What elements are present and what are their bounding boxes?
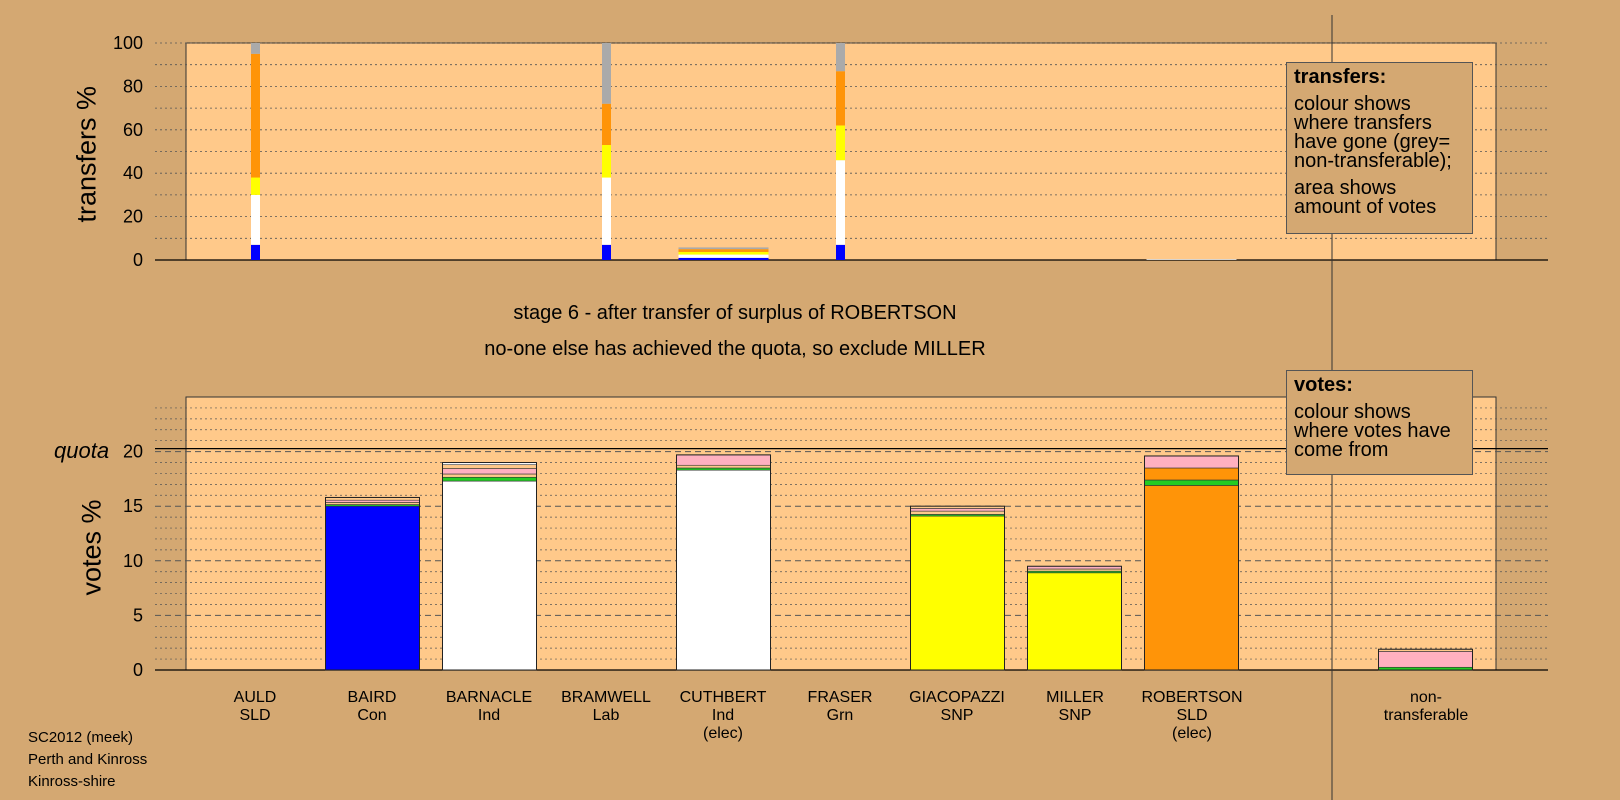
votes-tick-label: 15 — [123, 496, 143, 516]
stage-action: no-one else has achieved the quota, so e… — [484, 338, 986, 360]
votes-tick-label: 20 — [123, 442, 143, 462]
transfer-segment — [251, 43, 260, 54]
candidate-label-robertson: ROBERTSON SLD (elec) — [1141, 689, 1243, 742]
transfer-segment — [678, 254, 769, 258]
transfer-segment — [602, 244, 611, 260]
transfers-tick-label: 0 — [133, 250, 143, 270]
votes-tick-label: 10 — [123, 551, 143, 571]
vote-segment — [1144, 467, 1239, 481]
transfer-segment — [602, 177, 611, 245]
vote-segment — [910, 515, 1005, 671]
vote-bar-outline — [910, 505, 1005, 671]
vote-bar-outline — [442, 462, 537, 671]
vote-segment — [1144, 485, 1239, 671]
votes-axis-title: votes % — [76, 499, 107, 596]
candidate-label-baird: BAIRD Con — [347, 689, 397, 724]
votes-legend-title: votes: — [1294, 374, 1353, 396]
vote-segment — [910, 508, 1005, 512]
candidate-label-bramwell: BRAMWELL Lab — [561, 689, 651, 724]
transfer-segment — [836, 125, 845, 161]
vote-bar-outline — [1378, 648, 1473, 671]
transfers-tick-label: 20 — [123, 207, 143, 227]
vote-segment — [676, 464, 771, 469]
transfer-segment — [836, 160, 845, 245]
votes-panel: 0 5 10 15 20 — [123, 396, 1548, 680]
transfer-segment — [678, 257, 769, 260]
vote-segment — [1144, 479, 1239, 486]
vote-segment — [910, 510, 1005, 515]
votes-legend: votes: colour shows where votes have com… — [1286, 370, 1473, 475]
votes-legend-line1: colour shows where votes have come from — [1294, 401, 1451, 461]
vote-bar-outline — [1027, 565, 1122, 671]
candidate-label-auld: AULD SLD — [233, 689, 277, 724]
transfer-segment — [251, 194, 260, 245]
transfers-tick-label: 60 — [123, 120, 143, 140]
votes-tick-label: 0 — [133, 660, 143, 680]
vote-segment — [1378, 651, 1473, 668]
footer-line-1: SC2012 (meek) — [28, 729, 134, 746]
vote-segment — [442, 464, 537, 469]
transfers-tick-label: 40 — [123, 163, 143, 183]
vote-segment — [442, 476, 537, 482]
vote-segment — [442, 480, 537, 671]
candidate-label-giacopazzi: GIACOPAZZI SNP — [909, 689, 1005, 724]
transfer-segment — [836, 244, 845, 260]
footer: SC2012 (meek) Perth and Kinross Kinross-… — [28, 727, 147, 793]
candidate-label-nontransferable: non-transferable — [1383, 689, 1469, 724]
transfer-segment — [678, 251, 769, 255]
footer-line-2: Perth and Kinross — [28, 751, 148, 768]
vote-segment — [325, 502, 420, 505]
candidate-label-cuthbert: CUTHBERT Ind (elec) — [679, 689, 767, 742]
vote-segment — [325, 499, 420, 503]
votes-tick-label: 5 — [133, 605, 143, 625]
vote-segment — [325, 505, 420, 671]
transfers-legend-line1: colour shows where transfers have gone (… — [1294, 93, 1452, 172]
vote-segment — [676, 454, 771, 466]
transfer-segment — [251, 244, 260, 260]
vote-bar-outline — [676, 454, 771, 671]
candidate-label-fraser: FRASER Grn — [807, 689, 873, 724]
vote-segment — [442, 473, 537, 478]
transfers-tick-label: 100 — [113, 33, 143, 53]
candidate-label-miller: MILLER SNP — [1046, 689, 1104, 724]
vote-segment — [1027, 568, 1122, 572]
transfers-axis-title: transfers % — [71, 85, 102, 223]
transfer-segment — [251, 53, 260, 178]
transfers-legend-line2: area shows amount of votes — [1294, 177, 1437, 218]
transfer-segment — [836, 71, 845, 126]
vote-segment — [1144, 455, 1239, 469]
transfer-segment — [602, 144, 611, 178]
vote-segment — [676, 467, 771, 471]
transfers-tick-label: 80 — [123, 76, 143, 96]
transfer-segment — [251, 177, 260, 195]
candidate-label-barnacle: BARNACLE Ind — [445, 689, 533, 724]
transfers-legend: transfers: colour shows where transfers … — [1286, 62, 1473, 234]
transfer-segment — [602, 43, 611, 104]
footer-line-3: Kinross-shire — [28, 773, 116, 790]
transfers-legend-title: transfers: — [1294, 66, 1387, 88]
vote-segment — [1027, 572, 1122, 671]
transfer-segment — [678, 247, 769, 250]
transfer-segment — [1146, 259, 1237, 260]
vote-bar-outline — [325, 496, 420, 671]
transfer-segment — [678, 249, 769, 252]
transfer-segment — [602, 103, 611, 145]
quota-label: quota — [54, 438, 110, 463]
vote-segment — [676, 469, 771, 671]
transfers-panel: 0 20 40 60 80 100 — [113, 33, 1548, 270]
vote-segment — [442, 468, 537, 475]
transfer-segment — [836, 43, 845, 72]
vote-bar-outline — [1144, 455, 1239, 671]
stage-title: stage 6 - after transfer of surplus of R… — [513, 302, 957, 324]
